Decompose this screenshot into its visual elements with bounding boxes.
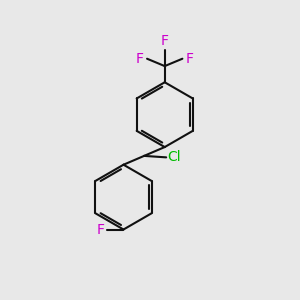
Text: F: F [161, 34, 169, 48]
Text: Cl: Cl [168, 150, 181, 164]
Text: F: F [96, 223, 104, 236]
Text: F: F [185, 52, 193, 66]
Text: F: F [136, 52, 144, 66]
